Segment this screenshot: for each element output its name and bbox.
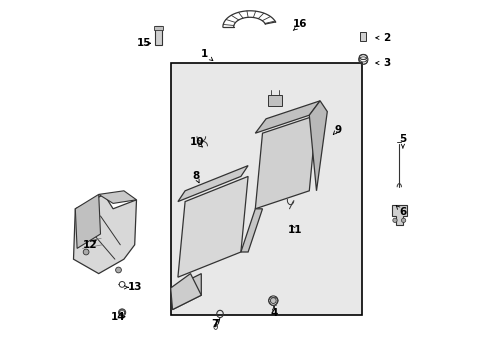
Text: 9: 9 (334, 125, 341, 135)
Text: 7: 7 (211, 319, 218, 329)
Polygon shape (73, 194, 136, 274)
Text: 13: 13 (127, 282, 142, 292)
Polygon shape (255, 101, 320, 133)
Text: 8: 8 (192, 171, 199, 181)
Polygon shape (309, 101, 326, 191)
Polygon shape (178, 166, 247, 202)
Polygon shape (170, 274, 201, 310)
Bar (170, 63, 361, 315)
Polygon shape (255, 115, 316, 209)
Polygon shape (75, 194, 101, 248)
Bar (267, 95, 282, 106)
Bar (360, 32, 365, 41)
Text: 5: 5 (399, 134, 406, 144)
Text: 1: 1 (201, 49, 208, 59)
Text: 11: 11 (287, 225, 302, 235)
Circle shape (115, 267, 121, 273)
Circle shape (392, 218, 396, 222)
Polygon shape (391, 205, 406, 225)
Bar (153, 26, 163, 30)
Text: 2: 2 (382, 33, 389, 43)
Bar (155, 26, 162, 45)
Text: 16: 16 (292, 19, 307, 30)
Polygon shape (172, 274, 201, 310)
Text: 3: 3 (382, 58, 389, 68)
Text: 6: 6 (399, 207, 406, 217)
Polygon shape (241, 209, 262, 252)
Text: 12: 12 (83, 240, 98, 250)
Circle shape (83, 249, 89, 255)
Polygon shape (178, 176, 247, 277)
Text: 14: 14 (110, 312, 125, 322)
Polygon shape (99, 191, 136, 203)
Text: 4: 4 (270, 308, 277, 318)
Text: 15: 15 (136, 38, 151, 48)
Circle shape (270, 298, 276, 303)
Text: 10: 10 (189, 137, 204, 147)
Circle shape (401, 218, 405, 222)
